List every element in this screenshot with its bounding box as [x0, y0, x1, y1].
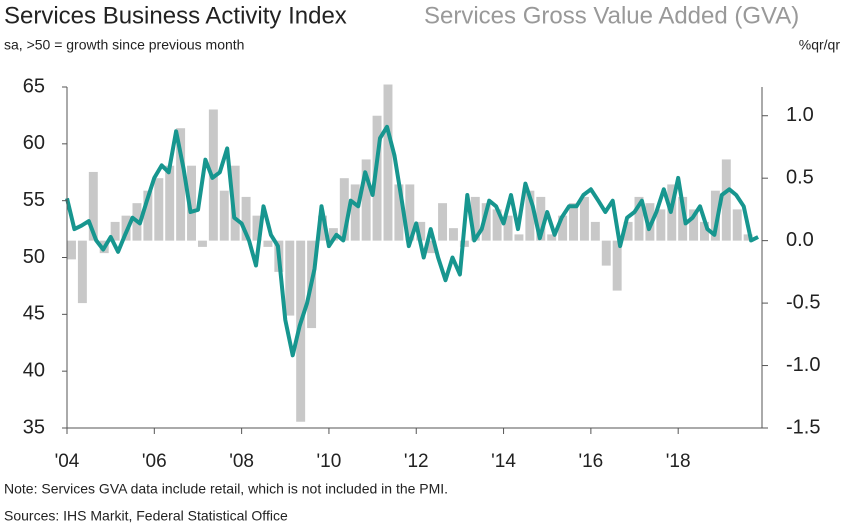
bar: [350, 184, 360, 241]
bar: [143, 190, 153, 241]
x-tick-label: '12: [404, 451, 429, 472]
y-tick-label: 50: [23, 246, 45, 268]
y2-tick-label: -1.0: [786, 354, 820, 376]
note: Note: Services GVA data include retail, …: [4, 481, 448, 497]
bar: [732, 209, 742, 241]
bar: [187, 165, 197, 241]
bar: [263, 240, 273, 247]
bar: [448, 228, 458, 241]
bar: [678, 196, 688, 241]
bar: [470, 196, 480, 241]
line: [65, 124, 759, 358]
bar: [230, 165, 240, 241]
bar: [241, 196, 251, 241]
bar: [219, 190, 229, 241]
bar: [525, 190, 535, 241]
source: Sources: IHS Markit, Federal Statistical…: [4, 508, 288, 524]
legend-series-bar: Services Gross Value Added (GVA): [424, 2, 799, 29]
bar: [547, 234, 557, 241]
bar: [579, 196, 589, 241]
bar: [689, 209, 699, 241]
bar: [427, 240, 437, 254]
bar: [492, 209, 502, 241]
bar: [405, 184, 415, 241]
bar: [88, 171, 98, 241]
legend-series-line: Services Business Activity Index: [4, 2, 347, 29]
bar: [110, 221, 120, 241]
bar: [590, 221, 600, 241]
bar: [361, 159, 371, 241]
y2-tick-label: 0.0: [786, 229, 814, 251]
y-tick-label: 45: [23, 303, 45, 325]
bar: [252, 215, 262, 241]
y-tick-label: 35: [23, 416, 45, 438]
bar: [481, 203, 491, 241]
bar: [318, 215, 327, 241]
bar: [503, 215, 513, 241]
y2-tick-label: -0.5: [786, 291, 820, 313]
bar: [514, 234, 524, 241]
bar: [372, 115, 382, 241]
y-tick-label: 40: [23, 359, 45, 381]
x-tick-label: '16: [578, 451, 603, 472]
bar: [558, 215, 568, 241]
bar: [601, 240, 611, 266]
bar: [67, 240, 76, 260]
bar: [285, 240, 295, 316]
y-tick-label: 60: [23, 132, 45, 154]
bar: [536, 196, 546, 241]
x-tick-label: '08: [229, 451, 254, 472]
y-tick-label: 65: [23, 75, 45, 97]
y2-tick-label: 0.5: [786, 166, 814, 188]
x-tick-label: '18: [666, 451, 691, 472]
y-tick-label: 55: [23, 189, 45, 211]
bar: [623, 221, 633, 241]
bar: [165, 165, 175, 241]
bar: [721, 159, 731, 241]
x-tick-label: '04: [55, 451, 80, 472]
bar: [394, 184, 404, 241]
bar: [176, 128, 186, 241]
y2-tick-label: -1.5: [786, 416, 820, 438]
subtitle: sa, >50 = growth since previous month: [4, 37, 244, 53]
bar: [339, 178, 349, 241]
bar: [569, 203, 578, 241]
bar: [700, 221, 709, 241]
bar: [77, 240, 87, 304]
bar: [710, 190, 720, 241]
bar: [296, 240, 306, 422]
bar: [154, 178, 164, 241]
y2-axis-label: %qr/qr: [799, 37, 841, 53]
y2-tick-label: 1.0: [786, 104, 814, 126]
bar: [416, 221, 426, 241]
bar: [328, 228, 338, 241]
bar: [438, 203, 448, 241]
bar: [743, 234, 753, 241]
bar: [656, 209, 666, 241]
x-tick-label: '06: [142, 451, 167, 472]
x-tick-label: '14: [491, 451, 516, 472]
bar: [197, 240, 207, 247]
bar: [612, 240, 622, 291]
x-tick-label: '10: [317, 451, 342, 472]
bar: [634, 196, 644, 241]
bar: [383, 84, 393, 241]
